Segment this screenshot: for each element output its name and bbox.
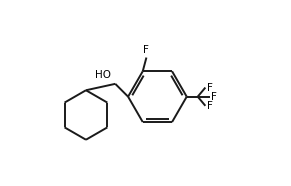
Text: HO: HO [95,70,111,80]
Text: F: F [207,101,212,111]
Text: F: F [207,83,212,93]
Text: F: F [143,45,149,55]
Text: F: F [211,92,217,102]
